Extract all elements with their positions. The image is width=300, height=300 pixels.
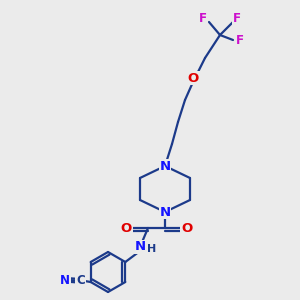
- Text: F: F: [199, 11, 207, 25]
- Text: N: N: [159, 160, 171, 172]
- Text: C: C: [76, 274, 85, 287]
- Text: N: N: [60, 274, 70, 286]
- Text: F: F: [236, 34, 244, 46]
- Text: N: N: [134, 241, 146, 254]
- Text: H: H: [147, 244, 157, 254]
- Text: N: N: [159, 206, 171, 218]
- Text: O: O: [188, 71, 199, 85]
- Text: O: O: [120, 221, 132, 235]
- Text: O: O: [182, 221, 193, 235]
- Text: F: F: [233, 11, 241, 25]
